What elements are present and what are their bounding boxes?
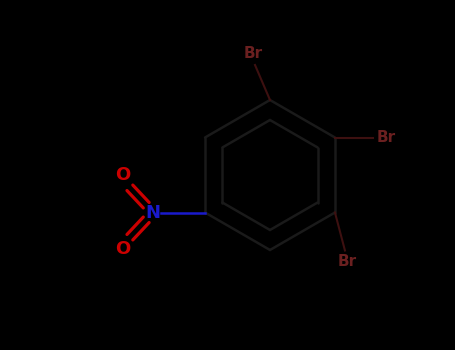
Text: Br: Br: [377, 130, 396, 145]
Text: Br: Br: [243, 46, 263, 61]
Text: Br: Br: [338, 254, 357, 270]
Text: N: N: [146, 203, 161, 222]
Text: O: O: [116, 240, 131, 259]
Text: O: O: [116, 167, 131, 184]
